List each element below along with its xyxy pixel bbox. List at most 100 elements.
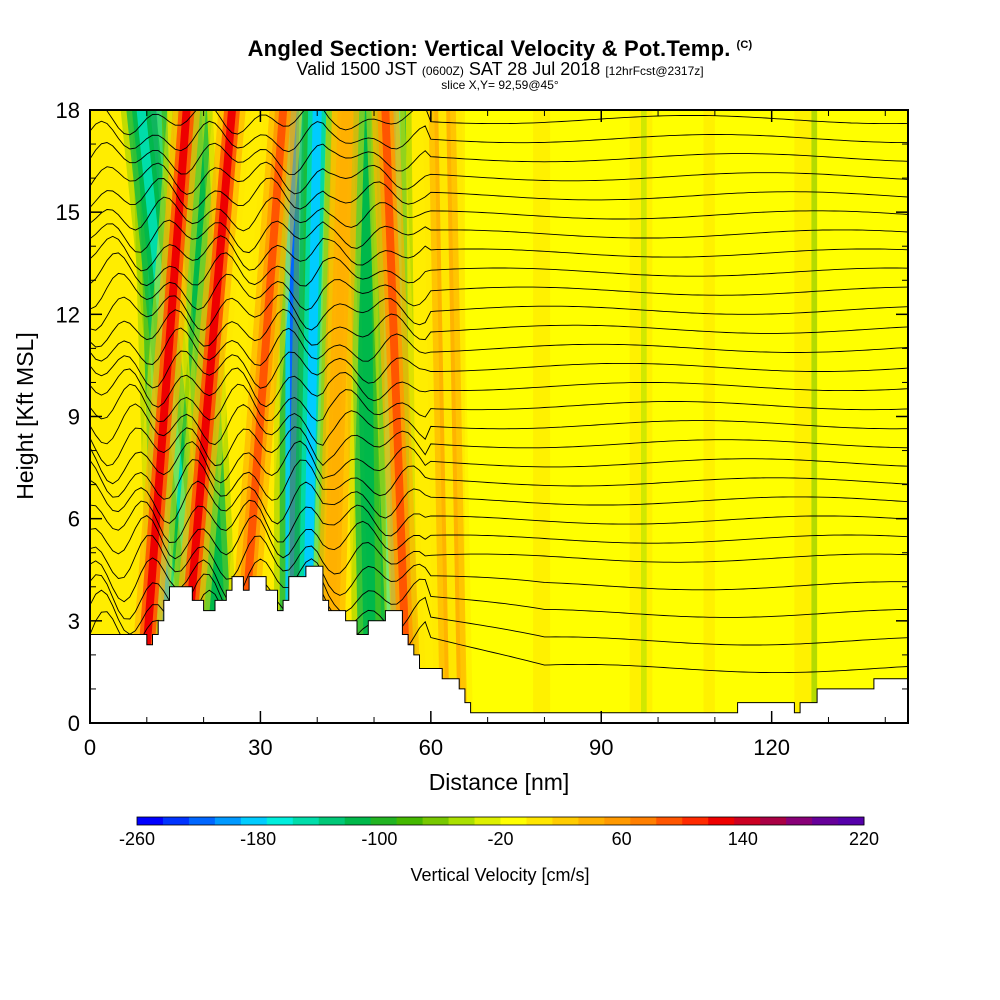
chart-title-text: Angled Section: Vertical Velocity & Pot.…	[247, 36, 731, 61]
colorbar-swatch	[188, 817, 216, 825]
colorbar-swatch	[526, 817, 553, 825]
axes: 0 3 6 9 12 15 18 0 30 60 90 120	[56, 98, 908, 760]
colorbar-label: 60	[612, 829, 632, 849]
colorbar-swatch	[604, 817, 631, 825]
colorbar-title: Vertical Velocity [cm/s]	[410, 865, 589, 885]
y-tick-label: 6	[68, 507, 80, 532]
isentrope-line	[90, 142, 908, 175]
updraft-band	[438, 110, 458, 723]
colorbar-swatch	[396, 817, 424, 825]
isentrope-line	[90, 177, 908, 211]
weak-streak	[533, 110, 551, 723]
isentrope-line	[90, 327, 908, 366]
chart-title-block: Angled Section: Vertical Velocity & Pot.…	[0, 36, 1000, 92]
colorbar-swatch	[812, 817, 839, 825]
isentrope-line	[90, 440, 908, 485]
isentrope-line	[90, 479, 908, 525]
isentrope-line	[90, 196, 908, 232]
x-tick-label: 0	[84, 735, 96, 760]
y-tick-label: 9	[68, 405, 80, 430]
weak-streak	[703, 110, 715, 723]
downdraft-band	[358, 110, 379, 723]
colorbar-swatch	[240, 817, 268, 825]
colorbar-swatch	[448, 817, 476, 825]
colorbar-label: -260	[119, 829, 155, 849]
weak-streak	[811, 110, 818, 723]
colorbar-swatch	[630, 817, 657, 825]
colorbar-swatch	[760, 817, 787, 825]
colorbar-swatch	[786, 817, 813, 825]
isentrope-line	[90, 459, 908, 501]
colorbar-swatch	[552, 817, 579, 825]
isentrope-line	[90, 120, 908, 153]
terrain	[89, 565, 909, 724]
isentrope-line	[90, 383, 908, 423]
x-tick-label: 120	[753, 735, 790, 760]
isentrope-line	[90, 219, 908, 254]
colorbar-swatch	[137, 817, 164, 825]
colorbar-label: -180	[240, 829, 276, 849]
valid-date: SAT 28 Jul 2018	[468, 59, 601, 79]
colorbar-swatch	[318, 817, 346, 825]
isentrope-line	[90, 161, 908, 195]
valid-utc: (0600Z)	[421, 64, 464, 78]
isentrope-line	[90, 403, 908, 446]
colorbar-swatch	[578, 817, 605, 825]
y-tick-label: 3	[68, 609, 80, 634]
isentrope-line	[90, 252, 908, 287]
isentrope-line	[90, 308, 908, 348]
y-tick-label: 12	[56, 302, 80, 327]
colorbar-label: 140	[728, 829, 758, 849]
colorbar-swatch	[500, 817, 527, 825]
slice-info: slice X,Y= 92,59@45°	[441, 78, 559, 92]
valid-time: Valid 1500 JST	[296, 59, 417, 79]
updraft-band	[176, 110, 236, 723]
colorbar-swatch	[266, 817, 294, 825]
colorbar-swatch	[370, 817, 398, 825]
colorbar-swatch	[162, 817, 190, 825]
colorbar-frame	[136, 816, 865, 826]
isentrope-line	[90, 499, 908, 543]
isentrope-line	[90, 514, 908, 560]
chart-title-units: (C)	[736, 38, 753, 51]
updraft-band	[381, 110, 413, 723]
chart-subtitle: Valid 1500 JST (0600Z) SAT 28 Jul 2018 […	[0, 59, 1000, 80]
y-tick-label: 15	[56, 200, 80, 225]
colorbar-swatch	[838, 817, 865, 825]
x-axis-label: Distance [nm]	[429, 769, 570, 795]
isentrope-line	[90, 294, 908, 331]
colorbar-swatch	[214, 817, 242, 825]
colorbar-label: -20	[487, 829, 513, 849]
x-tick-label: 90	[589, 735, 613, 760]
colorbar: -260 -180 -100 -20 60 140 220	[119, 816, 879, 849]
colorbar-swatch	[682, 817, 709, 825]
forecast-info: [12hrFcst@2317z]	[605, 64, 704, 78]
colorbar-label: -100	[361, 829, 397, 849]
updraft-band	[233, 110, 288, 723]
isentrope-line	[90, 272, 908, 311]
y-tick-label: 0	[68, 711, 80, 736]
colorbar-swatch	[344, 817, 372, 825]
colorbar-swatch	[656, 817, 683, 825]
isentrope-line	[90, 535, 908, 580]
velocity-field	[90, 110, 818, 723]
colorbar-swatch	[422, 817, 450, 825]
colorbar-swatch	[734, 817, 761, 825]
x-tick-label: 30	[248, 735, 272, 760]
x-tick-label: 60	[419, 735, 443, 760]
isentrope-line	[90, 426, 908, 467]
terrain-mask	[89, 565, 909, 724]
y-tick-label: 18	[56, 98, 80, 123]
colorbar-swatch	[474, 817, 501, 825]
colorbar-label: 220	[849, 829, 879, 849]
colorbar-swatch	[708, 817, 735, 825]
weak-streak	[641, 110, 647, 723]
updraft-band	[137, 110, 191, 723]
y-axis-label: Height [Kft MSL]	[12, 332, 38, 499]
chart-title: Angled Section: Vertical Velocity & Pot.…	[0, 36, 1000, 62]
isentrope-line	[90, 350, 908, 389]
isentrope-line	[90, 235, 908, 272]
isentrope-line	[90, 367, 908, 408]
colorbar-swatch	[292, 817, 320, 825]
